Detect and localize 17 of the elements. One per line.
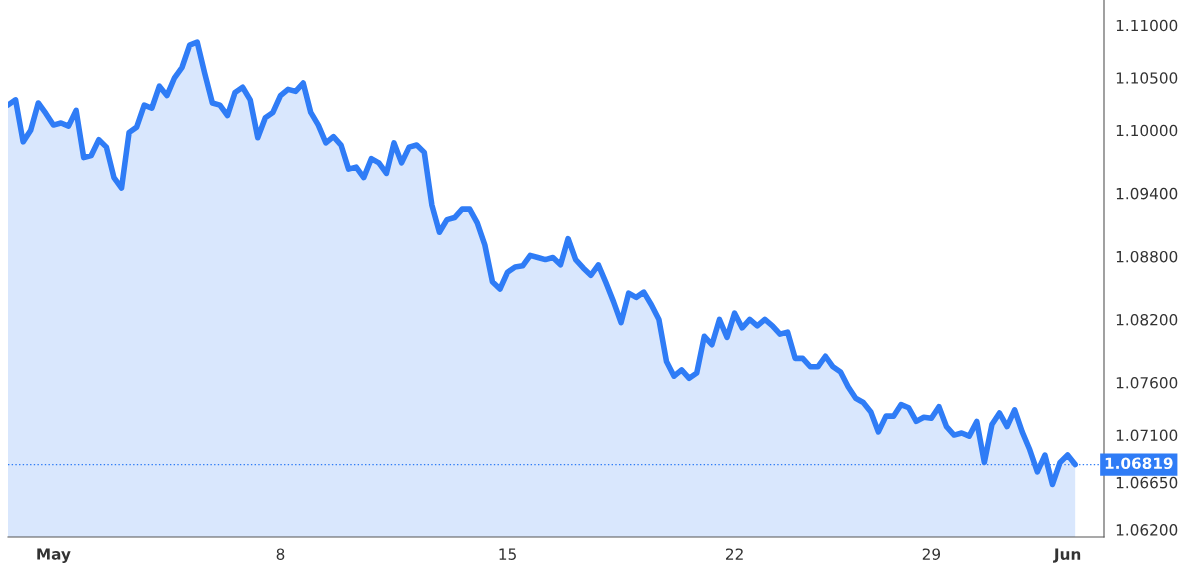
y-tick-label: 1.09400: [1116, 187, 1178, 200]
x-tick-label: 15: [499, 548, 516, 560]
y-tick-label: 1.10500: [1116, 72, 1178, 84]
y-tick-label: 1.08200: [1116, 313, 1178, 326]
x-tick-label: May: [37, 548, 71, 563]
ref-line-label: 1.06819: [1105, 457, 1173, 470]
x-tick-label: 22: [725, 548, 743, 560]
y-tick-label: 1.06650: [1116, 476, 1178, 489]
y-tick-label: 1.07100: [1116, 429, 1178, 442]
y-tick-label: 1.07600: [1116, 376, 1178, 389]
y-tick-label: 1.10000: [1116, 124, 1178, 137]
y-tick-label: 1.08800: [1116, 250, 1178, 263]
y-tick-label: 1.11000: [1116, 19, 1178, 32]
y-tick-label: 1.06200: [1116, 524, 1178, 536]
x-tick-label: 29: [922, 548, 941, 560]
x-tick-label: 8: [276, 548, 285, 560]
x-tick-label: Jun: [1053, 548, 1081, 563]
